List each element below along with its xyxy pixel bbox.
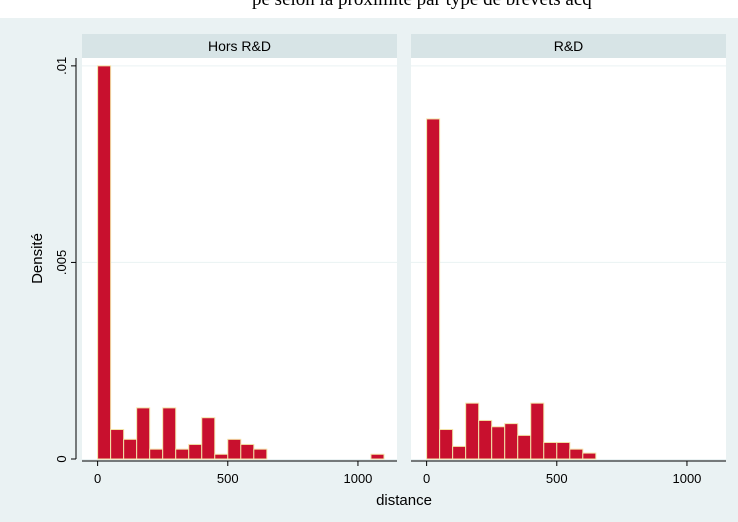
bar-1-15 <box>370 453 385 460</box>
x-axis-title: distance <box>376 492 432 509</box>
y-tick-label-1: .005 <box>54 250 69 275</box>
bar-1-3 <box>136 407 151 460</box>
bar-1-8 <box>201 417 216 460</box>
bar-2-7 <box>517 434 532 460</box>
x-tick-label-2-1: 500 <box>546 471 568 486</box>
panels: Hors R&D 0 500 1000 R&D 0 500 1000 0 .005 .01 <box>54 34 726 486</box>
y-tick-label-0: 0 <box>54 455 69 462</box>
bar-1-5 <box>162 407 177 460</box>
bar-1-0 <box>97 65 112 460</box>
plot-area-1 <box>82 58 397 459</box>
bar-2-5 <box>491 426 506 460</box>
plot-area-2 <box>411 58 726 459</box>
y-axis-title: Densité <box>29 233 46 284</box>
top-caption-text: pe selon la proximité par type de brevet… <box>252 0 592 10</box>
bar-1-6 <box>175 448 190 460</box>
bar-1-11 <box>240 443 255 460</box>
panel-label-2: R&D <box>554 38 584 54</box>
bar-1-9 <box>214 453 229 460</box>
bar-1-10 <box>227 438 242 460</box>
bar-2-4 <box>478 419 493 460</box>
bar-2-1 <box>439 429 454 460</box>
bar-1-12 <box>253 448 268 460</box>
bar-2-12 <box>582 452 597 460</box>
x-tick-label-1-2: 1000 <box>343 471 372 486</box>
panel-strip-2 <box>411 34 726 58</box>
panel-label-1: Hors R&D <box>208 38 271 54</box>
bar-2-6 <box>504 423 519 460</box>
y-tick-label-2: .01 <box>54 57 69 75</box>
bar-1-7 <box>188 443 203 460</box>
bar-2-2 <box>452 445 467 460</box>
bar-2-10 <box>556 441 571 460</box>
bar-2-11 <box>569 448 584 460</box>
x-tick-label-2-0: 0 <box>423 471 430 486</box>
bar-1-1 <box>110 429 125 460</box>
top-caption: pe selon la proximité par type de brevet… <box>0 0 738 20</box>
x-tick-label-2-2: 1000 <box>672 471 701 486</box>
bar-2-3 <box>465 402 480 460</box>
bar-2-9 <box>543 441 558 460</box>
x-tick-label-1-0: 0 <box>94 471 101 486</box>
bar-2-8 <box>530 402 545 460</box>
panel-strip-1 <box>82 34 397 58</box>
bar-2-0 <box>426 118 441 460</box>
x-tick-label-1-1: 500 <box>217 471 239 486</box>
bar-1-4 <box>149 448 164 460</box>
bar-1-2 <box>123 438 138 460</box>
